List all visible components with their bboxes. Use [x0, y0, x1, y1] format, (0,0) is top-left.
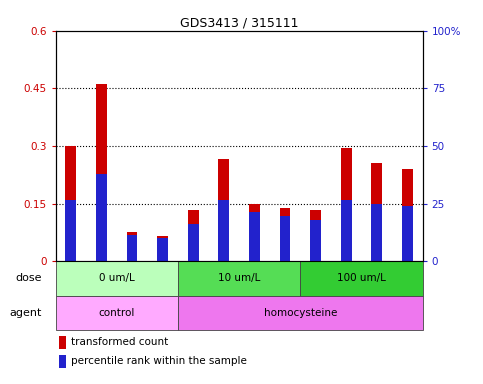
Text: percentile rank within the sample: percentile rank within the sample — [71, 356, 247, 366]
Bar — [59, 336, 66, 349]
Bar — [66, 200, 76, 261]
Bar — [402, 206, 412, 261]
Bar — [56, 296, 178, 330]
Text: transformed count: transformed count — [71, 338, 168, 348]
Text: control: control — [99, 308, 135, 318]
Bar — [66, 146, 76, 261]
Text: 0 um/L: 0 um/L — [99, 273, 135, 283]
Title: GDS3413 / 315111: GDS3413 / 315111 — [180, 17, 298, 30]
Text: dose: dose — [15, 273, 42, 283]
Bar — [341, 200, 352, 261]
Bar — [310, 220, 321, 261]
Bar — [127, 232, 137, 261]
Bar — [178, 296, 423, 330]
Bar — [188, 210, 199, 261]
Bar — [402, 169, 412, 261]
Bar — [157, 236, 168, 261]
Bar — [280, 208, 290, 261]
Bar — [249, 204, 260, 261]
Text: homocysteine: homocysteine — [264, 308, 337, 318]
Bar — [218, 200, 229, 261]
Bar — [341, 148, 352, 261]
Text: 100 um/L: 100 um/L — [337, 273, 386, 283]
Bar — [96, 84, 107, 261]
Bar — [188, 224, 199, 261]
Bar — [59, 355, 66, 368]
Text: 10 um/L: 10 um/L — [218, 273, 260, 283]
Bar — [56, 261, 178, 296]
Bar — [178, 261, 300, 296]
Bar — [300, 261, 423, 296]
Text: agent: agent — [9, 308, 42, 318]
Bar — [371, 163, 382, 261]
Bar — [280, 216, 290, 261]
Bar — [96, 174, 107, 261]
Bar — [310, 210, 321, 261]
Bar — [127, 235, 137, 261]
Bar — [371, 204, 382, 261]
Bar — [249, 212, 260, 261]
Bar — [218, 159, 229, 261]
Bar — [157, 238, 168, 261]
